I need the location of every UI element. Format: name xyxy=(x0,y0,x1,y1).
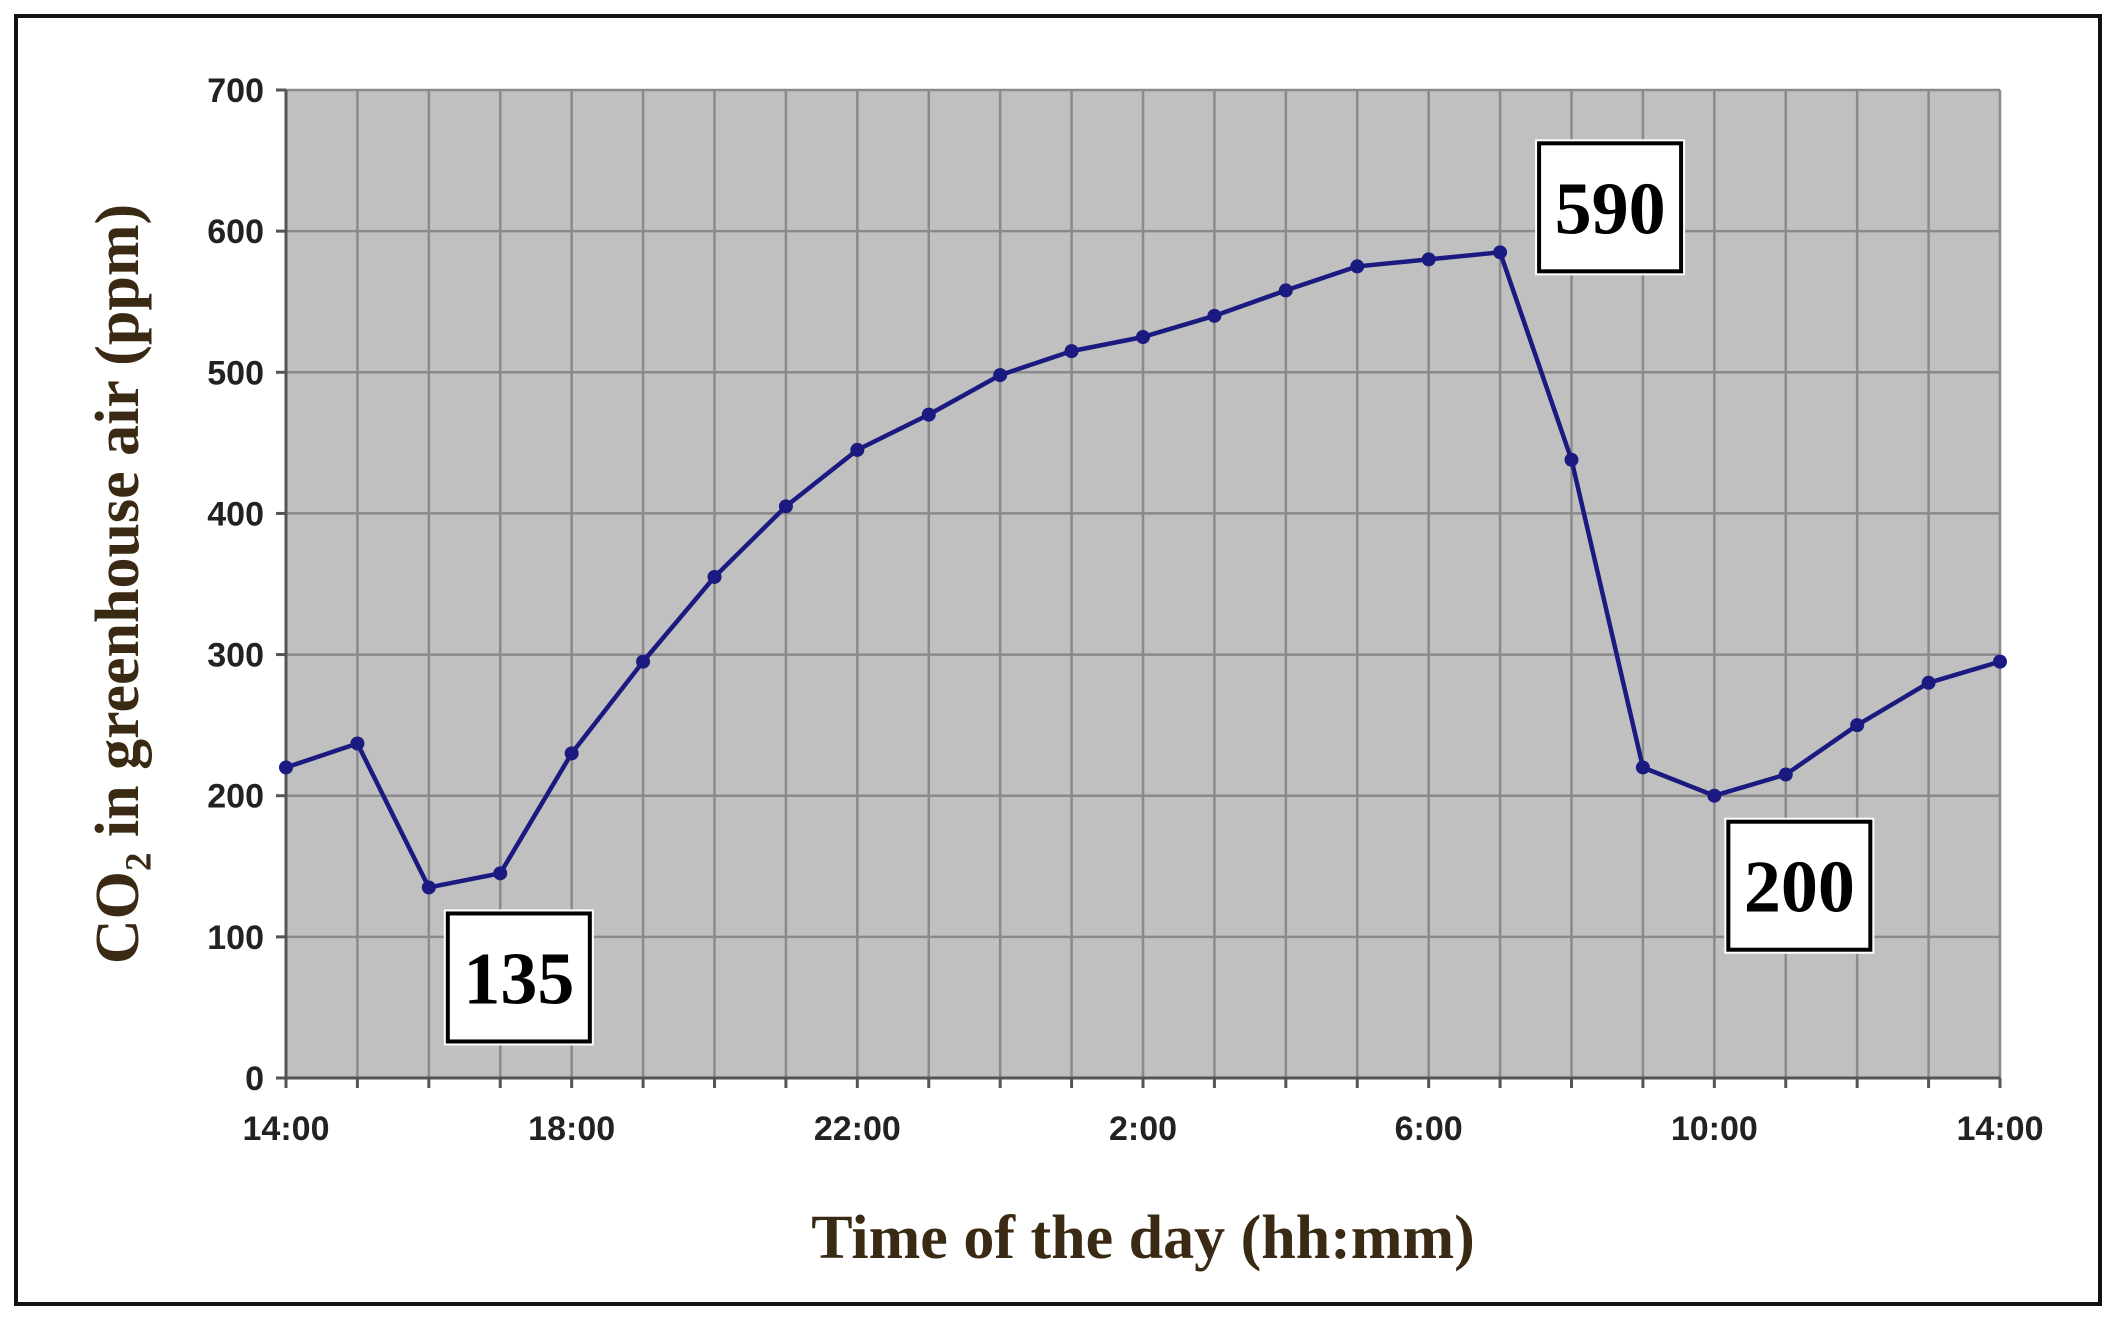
y-tick-label: 500 xyxy=(207,354,264,392)
data-point xyxy=(1493,245,1508,260)
value-callout-label: 590 xyxy=(1555,168,1666,250)
data-point xyxy=(564,746,579,761)
data-point xyxy=(1564,452,1579,467)
data-point xyxy=(778,499,793,514)
data-point xyxy=(1635,760,1650,775)
data-point xyxy=(1778,767,1793,782)
data-point xyxy=(1064,344,1079,359)
value-callout-box xyxy=(1537,141,1684,274)
data-point xyxy=(1278,283,1293,298)
data-point xyxy=(993,368,1008,383)
y-tick-label: 600 xyxy=(207,213,264,251)
value-callout-label: 135 xyxy=(463,938,574,1020)
data-point xyxy=(493,866,508,881)
value-callout-box xyxy=(445,911,592,1044)
y-tick-label: 400 xyxy=(207,495,264,533)
data-point xyxy=(1921,675,1936,690)
data-point xyxy=(1993,654,2007,669)
data-point xyxy=(279,760,293,775)
y-tick-label: 700 xyxy=(207,72,264,110)
data-point xyxy=(1207,308,1222,323)
co2-line-chart: 0 100 200 300 400 500 600 700 14:00 18:00 22:00 2:… xyxy=(84,72,2044,1272)
y-tick-label: 0 xyxy=(245,1060,264,1098)
value-callout-box xyxy=(1726,819,1873,952)
value-callout-label: 200 xyxy=(1744,847,1855,929)
y-tick-label: 100 xyxy=(207,919,264,957)
x-tick-label: 6:00 xyxy=(1395,1110,1463,1148)
x-tick-label: 14:00 xyxy=(1957,1110,2044,1148)
x-axis-title: Time of the day (hh:mm) xyxy=(811,1204,1475,1272)
data-point xyxy=(707,569,722,584)
x-tick-label: 10:00 xyxy=(1671,1110,1758,1148)
figure-frame: 0 100 200 300 400 500 600 700 14:00 18:00 22:00 2:… xyxy=(14,14,2102,1306)
x-tick-label: 22:00 xyxy=(814,1110,901,1148)
x-tick-label: 18:00 xyxy=(528,1110,615,1148)
data-point xyxy=(1350,259,1365,274)
y-tick-label: 200 xyxy=(207,778,264,816)
data-point xyxy=(850,442,865,457)
y-axis-title: CO₂ in greenhouse air (ppm) xyxy=(84,204,152,964)
x-tick-label: 2:00 xyxy=(1109,1110,1177,1148)
data-point xyxy=(421,880,436,895)
data-point xyxy=(1421,252,1436,267)
data-point xyxy=(1136,330,1150,344)
x-tick-label: 14:00 xyxy=(243,1110,330,1148)
data-point xyxy=(921,407,936,422)
y-tick-label: 300 xyxy=(207,637,264,675)
data-point xyxy=(350,736,365,751)
data-point xyxy=(1707,788,1722,803)
data-point xyxy=(636,654,651,669)
data-point xyxy=(1850,718,1865,733)
